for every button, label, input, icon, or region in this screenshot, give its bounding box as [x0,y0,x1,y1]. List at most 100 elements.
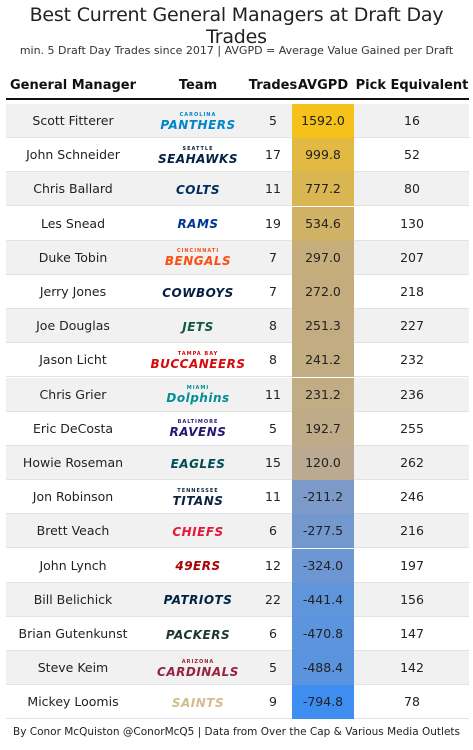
gm-name-cell: Mickey Loomis [27,694,119,710]
table-row: John Lynch 49ERS 12 -324.0 197 [6,548,469,583]
team-logo-icon: COLTS [176,182,220,197]
gm-name-cell: Brian Gutenkunst [18,626,128,641]
team-logo-icon: PATRIOTS [163,593,233,608]
pick-equivalent-cell: 130 [400,215,424,231]
avgpd-cell: 999.8 [292,138,354,173]
gm-name-cell: Chris Ballard [33,181,113,197]
team-logo-cell: 49ERS [142,549,254,583]
trades-cell: 8 [269,352,277,368]
table-row: Jerry Jones COWBOYS 7 272.0 218 [6,275,469,309]
table-row: Brian Gutenkunst PACKERS 6 -470.8 147 [6,617,469,651]
avgpd-cell: -794.8 [292,685,354,720]
team-logo-cell: MIAMI Dolphins [142,378,254,412]
pick-equivalent-cell: 197 [400,557,424,573]
avgpd-cell: 251.3 [292,309,354,344]
pick-equivalent-cell: 142 [400,660,424,676]
pick-equivalent-cell: 207 [400,249,424,265]
table-row: Mickey Loomis SAINTS 9 -794.8 78 [6,685,469,720]
trades-cell: 5 [269,420,277,436]
trades-cell: 11 [265,386,281,402]
pick-equivalent-cell: 255 [400,420,424,436]
avgpd-cell: 534.6 [292,206,354,241]
gm-name-cell: Chris Grier [39,386,107,402]
table-row: Les Snead RAMS 19 534.6 130 [6,206,469,241]
table-row: Brett Veach CHIEFS 6 -277.5 216 [6,514,469,549]
avgpd-cell: 777.2 [292,172,354,207]
avgpd-cell: 297.0 [292,240,354,275]
trades-cell: 6 [269,523,277,539]
pick-equivalent-cell: 52 [404,147,420,163]
trades-cell: 7 [269,284,277,299]
gm-name-cell: Jason Licht [39,352,107,368]
table-row: Jon Robinson TENNESSEE TITANS 11 -211.2 246 [6,480,469,515]
trades-cell: 6 [269,626,277,641]
gm-name-cell: Howie Roseman [22,455,124,470]
table-row: Eric DeCosta BALTIMORE RAVENS 5 192.7 255 [6,411,469,446]
table-header: General Manager Team Trades AVGPD Pick E… [6,76,469,100]
team-logo-icon: BALTIMORE RAVENS [169,419,227,440]
trades-cell: 11 [265,489,281,505]
gm-name-cell: Bill Belichick [33,591,113,607]
team-logo-cell: PACKERS [142,617,254,651]
pick-equivalent-cell: 78 [404,694,420,710]
team-logo-icon: 49ERS [175,559,221,574]
pick-equivalent-cell: 236 [400,386,424,402]
avgpd-cell: -488.4 [292,651,354,686]
trades-cell: 8 [269,318,277,334]
trades-cell: 5 [269,660,277,676]
pick-equivalent-cell: 147 [400,626,424,641]
gm-name-cell: Duke Tobin [38,249,108,265]
table-row: Jason Licht TAMPA BAY BUCCANEERS 8 241.2 232 [6,343,469,378]
pick-equivalent-cell: 262 [400,455,424,470]
team-logo-cell: CINCINNATI BENGALS [142,241,254,275]
gm-name-cell: Brett Veach [36,523,110,539]
team-logo-icon: MIAMI Dolphins [166,385,230,406]
trades-cell: 5 [269,113,277,128]
header-team: Team [178,78,218,93]
trades-cell: 22 [265,591,281,607]
avgpd-cell: -277.5 [292,514,354,549]
trades-cell: 19 [265,215,281,231]
avgpd-cell: -441.4 [292,582,354,617]
header-pick: Pick Equivalent [355,78,469,93]
trades-cell: 15 [265,455,281,470]
pick-equivalent-cell: 156 [400,591,424,607]
avgpd-cell: 272.0 [292,275,354,309]
gm-name-cell: Eric DeCosta [32,420,114,436]
gm-name-cell: Joe Douglas [36,318,110,334]
avgpd-cell: 231.2 [292,377,354,412]
header-gm: General Manager [10,78,136,93]
pick-equivalent-cell: 232 [400,352,424,368]
table-row: Joe Douglas JETS 8 251.3 227 [6,309,469,344]
team-logo-cell: COWBOYS [142,275,254,309]
trades-cell: 17 [265,147,281,163]
team-logo-cell: JETS [142,309,254,343]
table-row: Scott Fitterer CAROLINA PANTHERS 5 1592.0 16 [6,104,469,138]
pick-equivalent-cell: 80 [404,181,420,197]
team-logo-icon: CHIEFS [172,524,224,539]
avgpd-cell: -470.8 [292,617,354,651]
team-logo-icon: SEATTLE SEAHAWKS [158,145,238,166]
team-logo-icon: COWBOYS [162,285,234,300]
team-logo-cell: BALTIMORE RAVENS [142,412,254,446]
gm-name-cell: John Schneider [26,147,120,163]
team-logo-icon: CAROLINA PANTHERS [160,111,236,132]
table-row: Duke Tobin CINCINNATI BENGALS 7 297.0 207 [6,240,469,275]
team-logo-cell: PATRIOTS [142,583,254,617]
table-row: Bill Belichick PATRIOTS 22 -441.4 156 [6,582,469,617]
gm-name-cell: Jon Robinson [32,489,114,505]
avgpd-cell: 241.2 [292,343,354,378]
gm-name-cell: Les Snead [40,215,106,231]
header-avgpd: AVGPD [297,78,349,93]
gm-name-cell: Steve Keim [37,660,109,676]
table-row: Steve Keim ARIZONA CARDINALS 5 -488.4 142 [6,651,469,686]
team-logo-cell: TAMPA BAY BUCCANEERS [142,343,254,377]
avgpd-cell: -211.2 [292,480,354,515]
table-row: Howie Roseman EAGLES 15 120.0 262 [6,446,469,480]
avgpd-cell: 192.7 [292,411,354,446]
team-logo-cell: TENNESSEE TITANS [142,480,254,514]
pick-equivalent-cell: 216 [400,523,424,539]
team-logo-cell: SAINTS [142,685,254,719]
pick-equivalent-cell: 218 [400,284,424,299]
footer-credit: By Conor McQuiston @ConorMcQ5 | Data fro… [13,726,460,738]
